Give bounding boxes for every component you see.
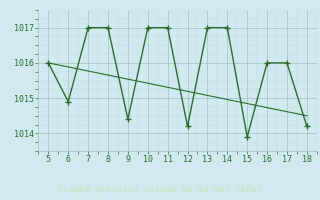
Text: Graphe pression niveau de la mer (hPa): Graphe pression niveau de la mer (hPa) (58, 185, 262, 194)
